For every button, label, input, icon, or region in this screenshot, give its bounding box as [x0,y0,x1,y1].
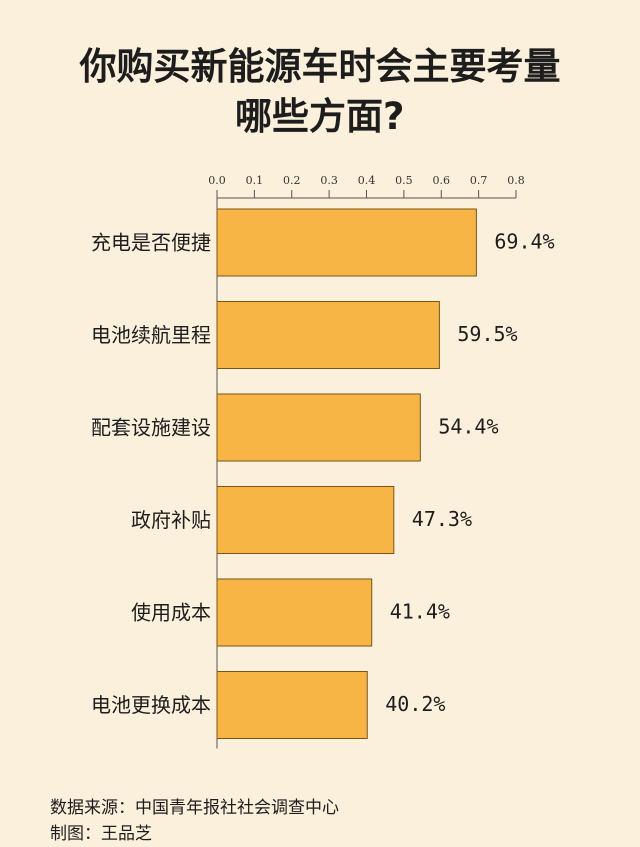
bar [216,578,373,647]
category-label: 电池更换成本 [91,693,211,717]
bar [216,486,395,554]
bar [216,393,421,462]
category-label: 充电是否便捷 [91,231,211,255]
chart-title: 你购买新能源车时会主要考量 哪些方面? [0,42,640,142]
footer: 数据来源：中国青年报社社会调查中心 制图：王品芝 [50,795,339,847]
value-label: 54.4% [438,415,498,439]
bar [216,208,477,277]
chart-title-line-2: 哪些方面? [235,95,405,138]
value-label: 59.5% [457,322,517,346]
value-label: 40.2% [385,692,445,716]
value-label: 41.4% [390,600,450,624]
x-tick-label: 0.5 [395,174,413,187]
bar-chart: 0.0 0.1 0.2 0.3 0.4 0.5 0.6 0.7 0.8 充电是否便捷 69.4% 电池… [91,174,555,749]
chart-title-line-1: 你购买新能源车时会主要考量 [79,45,561,88]
x-tick-label: 0.8 [507,174,525,187]
category-label: 电池续航里程 [91,323,211,347]
x-tick-label: 0.4 [358,174,376,187]
x-tick-label: 0.2 [283,174,301,187]
value-label: 47.3% [412,507,472,531]
x-tick-label: 0.6 [433,174,451,187]
x-tick-label: 0.0 [208,174,226,187]
x-tick-label: 0.7 [470,174,488,187]
category-label: 使用成本 [131,601,211,625]
bar [216,671,368,739]
value-label: 69.4% [494,230,554,254]
bar [216,301,440,369]
data-source: 数据来源：中国青年报社社会调查中心 [50,798,339,818]
chart-credit: 制图：王品芝 [50,824,152,844]
category-label: 政府补贴 [131,508,211,532]
category-label: 配套设施建设 [91,416,211,440]
x-tick-label: 0.1 [246,174,264,187]
x-tick-label: 0.3 [320,174,338,187]
